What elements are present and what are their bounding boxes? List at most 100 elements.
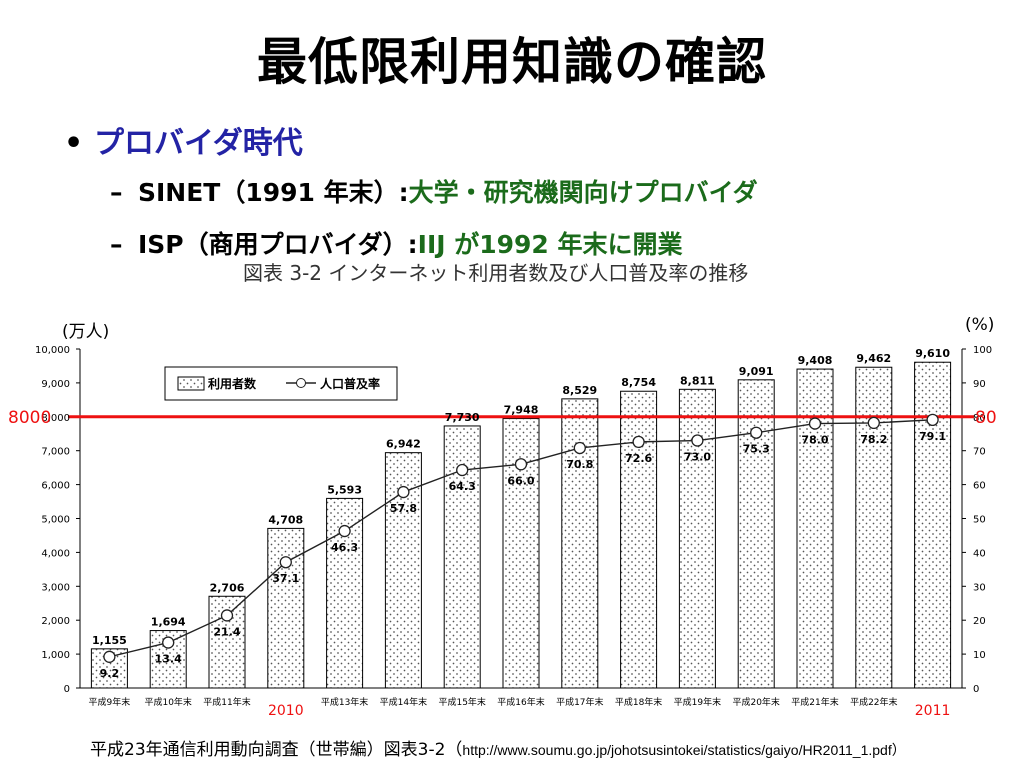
line-value-label: 37.1: [272, 572, 299, 585]
year-marker-label: 2011: [915, 703, 951, 719]
bar-value-label: 1,155: [92, 634, 127, 647]
line-value-label: 72.6: [625, 452, 652, 465]
left-tick-label: 4,000: [41, 548, 70, 559]
category-label: 平成13年末: [321, 696, 368, 708]
left-tick-label: 5,000: [41, 515, 70, 526]
line-point: [456, 463, 469, 477]
category-label: 平成19年末: [674, 696, 721, 708]
line-point: [691, 434, 704, 447]
line-point: [808, 417, 822, 430]
legend-bar-label: 利用者数: [208, 376, 257, 391]
line-value-label: 73.0: [684, 451, 711, 464]
line-value-label: 78.2: [860, 433, 887, 446]
sub-item-emphasis: 大学・研究機関向けプロバイダ: [408, 178, 758, 207]
category-label: 平成21年末: [791, 696, 838, 708]
left-tick-label: 2,000: [41, 616, 70, 627]
line-value-label: 70.8: [566, 458, 593, 471]
right-tick-label: 50: [973, 515, 986, 526]
line-value-label: 75.3: [743, 443, 770, 456]
category-label: 平成17年末: [556, 696, 603, 708]
bar: [737, 379, 775, 689]
bar-value-label: 7,730: [445, 411, 480, 424]
bar-value-label: 9,408: [798, 354, 833, 367]
category-label: 平成11年末: [203, 696, 250, 708]
bar-value-label: 1,694: [151, 616, 186, 629]
sub-item-sinet: – SINET（1991 年末）:大学・研究機関向けプロバイダ: [110, 173, 758, 209]
left-tick-label: 7,000: [41, 447, 70, 458]
line-value-label: 57.8: [390, 502, 417, 515]
dash-icon: –: [110, 230, 123, 259]
line-point: [397, 485, 410, 499]
category-label: 平成14年末: [380, 696, 427, 708]
right-tick-label: 70: [973, 447, 986, 458]
category-label: 平成20年末: [732, 696, 779, 708]
category-label: 平成16年末: [497, 696, 544, 708]
left-tick-label: 1,000: [41, 650, 70, 661]
left-axis-unit: (万人): [62, 322, 109, 342]
line-point: [162, 636, 175, 649]
sub-item-isp: – ISP（商用プロバイダ）:IIJ が1992 年末に開業: [110, 225, 683, 261]
line-point: [750, 426, 763, 439]
category-label: 平成9年末: [89, 696, 131, 708]
left-tick-label: 10,000: [35, 345, 70, 356]
right-tick-label: 0: [973, 684, 979, 695]
line-value-label: 46.3: [331, 541, 358, 554]
year-marker-label: 2010: [268, 703, 304, 719]
sub-item-prefix: ISP（商用プロバイダ）:: [138, 230, 418, 259]
bullet-text: プロバイダ時代: [94, 126, 303, 161]
sub-item-prefix: SINET（1991 年末）:: [138, 178, 409, 207]
line-point: [867, 416, 880, 430]
bar-value-label: 9,610: [915, 347, 950, 360]
bar-value-label: 7,948: [504, 404, 539, 417]
bar-value-label: 8,529: [562, 384, 597, 397]
right-axis-unit: (%): [965, 315, 994, 335]
line-point: [514, 458, 528, 471]
bar-value-label: 8,754: [621, 376, 656, 389]
line-value-label: 9.2: [100, 667, 120, 680]
bullet-item: • プロバイダ時代: [64, 118, 303, 162]
slide-title: 最低限利用知識の確認: [257, 33, 767, 91]
bar: [267, 527, 305, 689]
right-tick-label: 40: [973, 548, 986, 559]
bar-value-label: 4,708: [268, 513, 303, 526]
bullet-dot-icon: •: [64, 126, 84, 161]
right-tick-label: 20: [973, 616, 986, 627]
left-tick-label: 8,000: [41, 413, 70, 424]
legend-line-marker: [296, 378, 306, 388]
bar: [678, 388, 716, 689]
line-value-label: 64.3: [449, 480, 476, 493]
source-url[interactable]: http://www.soumu.go.jp/johotsusintokei/s…: [462, 742, 906, 758]
line-value-label: 21.4: [213, 625, 240, 638]
right-tick-label: 30: [973, 582, 986, 593]
category-label: 平成10年末: [144, 696, 191, 708]
dash-icon: –: [110, 178, 123, 207]
bar-value-label: 6,942: [386, 438, 421, 451]
line-value-label: 13.4: [155, 653, 182, 666]
reference-left-label: 8000: [8, 408, 51, 428]
bar: [914, 361, 952, 689]
left-tick-label: 3,000: [41, 582, 70, 593]
line-point: [279, 556, 292, 569]
category-label: 平成18年末: [615, 696, 662, 708]
chart-caption: 図表 3-2 インターネット利用者数及び人口普及率の推移: [243, 261, 749, 285]
left-tick-label: 6,000: [41, 481, 70, 492]
sub-item-emphasis: IIJ が1992 年末に開業: [417, 230, 683, 259]
line-value-label: 66.0: [507, 474, 534, 487]
line-point: [220, 609, 234, 622]
category-label: 平成22年末: [850, 696, 897, 708]
legend-box: [164, 366, 398, 401]
legend-line-label: 人口普及率: [320, 376, 380, 391]
right-tick-label: 60: [973, 481, 986, 492]
bar-value-label: 9,462: [856, 352, 891, 365]
bar-value-label: 9,091: [739, 365, 774, 378]
right-tick-label: 100: [973, 345, 992, 356]
right-tick-label: 10: [973, 650, 986, 661]
right-tick-label: 80: [973, 413, 986, 424]
source-citation: 平成23年通信利用動向調査（世帯編）図表3-2（http://www.soumu…: [90, 735, 906, 760]
bar-value-label: 2,706: [210, 581, 245, 594]
source-text: 平成23年通信利用動向調査（世帯編）図表3-2（: [90, 740, 463, 760]
left-tick-label: 9,000: [41, 379, 70, 390]
line-value-label: 78.0: [801, 434, 828, 447]
bar-value-label: 5,593: [327, 483, 362, 496]
